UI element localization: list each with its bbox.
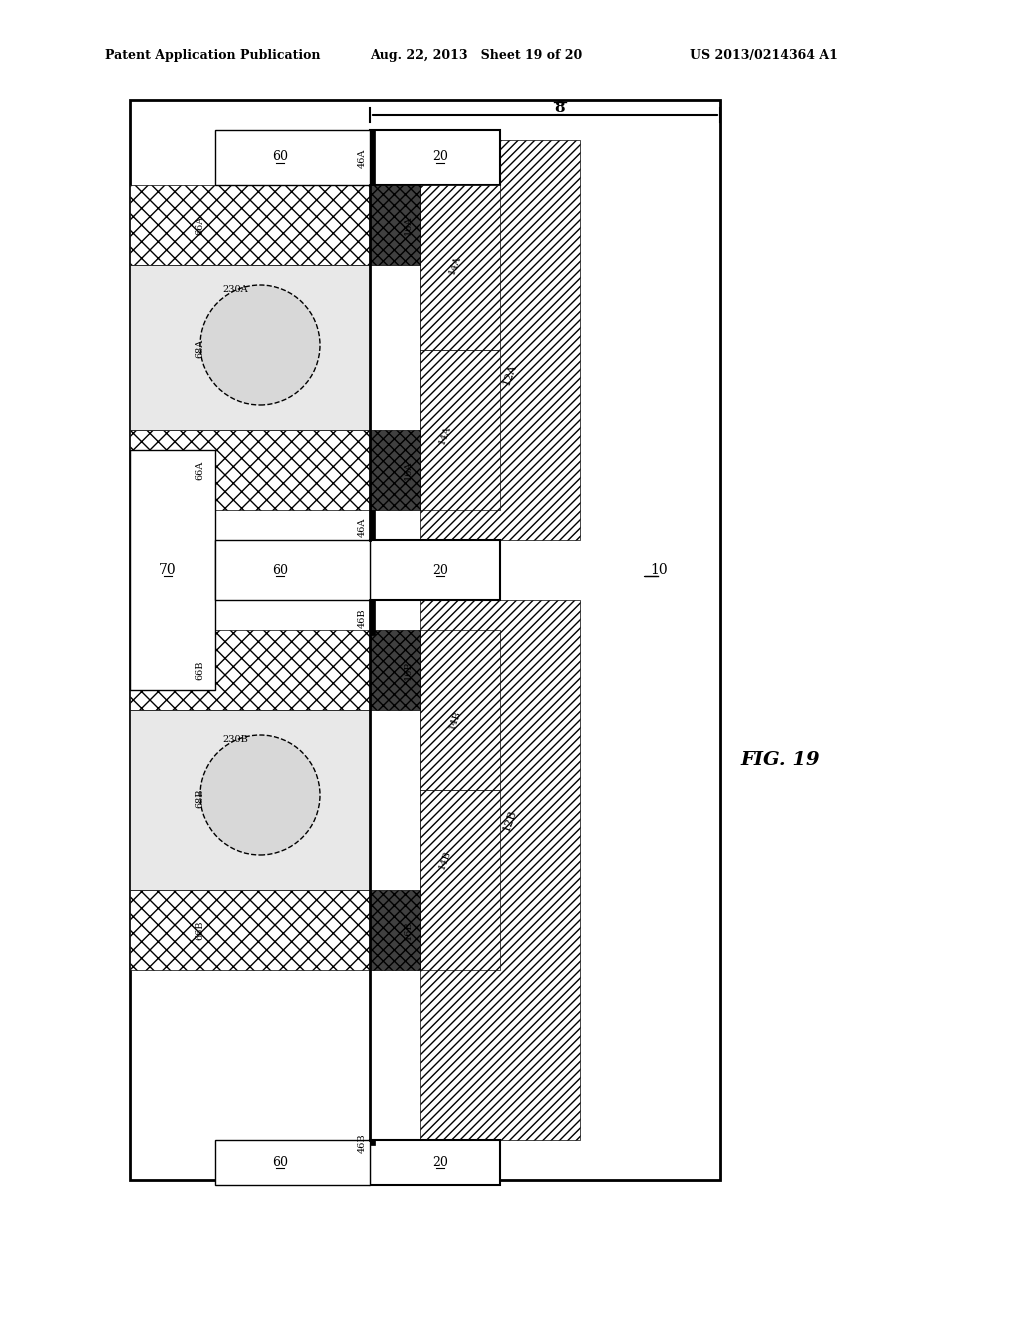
Text: 66A: 66A [196, 461, 205, 479]
Text: 16A: 16A [403, 461, 413, 479]
Bar [130, 265, 370, 430]
Text: Patent Application Publication: Patent Application Publication [105, 49, 321, 62]
Bar [580, 100, 720, 1180]
Text: 60: 60 [272, 564, 288, 577]
Bar [370, 430, 420, 510]
Text: 14B: 14B [447, 709, 463, 731]
Text: 14B: 14B [437, 849, 453, 871]
Text: 68A: 68A [196, 338, 205, 358]
Text: 16A: 16A [403, 215, 413, 235]
Bar [370, 1140, 500, 1185]
Bar [370, 129, 500, 185]
Bar [130, 100, 720, 1180]
Bar [370, 890, 420, 970]
Text: 20: 20 [432, 1155, 447, 1168]
Text: FIG. 19: FIG. 19 [740, 751, 820, 770]
Bar [215, 129, 370, 185]
Bar [370, 185, 420, 265]
Bar [420, 789, 500, 970]
Bar [420, 630, 500, 789]
Bar [130, 890, 370, 970]
Bar [130, 710, 370, 890]
Text: 8: 8 [555, 102, 565, 115]
Bar [370, 1140, 375, 1144]
Text: 66B: 66B [196, 920, 205, 940]
Text: 14A: 14A [437, 424, 453, 446]
Text: 12A: 12A [502, 363, 518, 387]
Text: 66A: 66A [196, 215, 205, 235]
Text: 46A: 46A [357, 148, 367, 168]
Bar [370, 510, 375, 540]
Bar [130, 185, 370, 265]
Text: 46B: 46B [357, 1133, 367, 1152]
Text: 10: 10 [650, 564, 668, 577]
Bar [370, 540, 500, 601]
Text: 230A: 230A [222, 285, 248, 294]
Text: 20: 20 [432, 150, 447, 164]
Text: 16B: 16B [403, 660, 413, 680]
Bar [420, 601, 580, 1140]
Text: 230B: 230B [222, 735, 248, 744]
Ellipse shape [200, 735, 319, 855]
Bar [130, 630, 370, 710]
Text: 12B: 12B [502, 808, 518, 832]
Bar [130, 450, 215, 690]
Bar [420, 185, 500, 350]
Text: 68B: 68B [196, 788, 205, 808]
Text: 60: 60 [272, 150, 288, 164]
Bar [370, 601, 375, 635]
Text: Aug. 22, 2013   Sheet 19 of 20: Aug. 22, 2013 Sheet 19 of 20 [370, 49, 583, 62]
Text: 70: 70 [159, 564, 177, 577]
Bar [215, 1140, 370, 1185]
Text: 20: 20 [432, 564, 447, 577]
Bar [215, 540, 370, 601]
Text: 46A: 46A [357, 517, 367, 537]
Bar [370, 129, 375, 185]
Text: 60: 60 [272, 1155, 288, 1168]
Text: 16B: 16B [403, 920, 413, 940]
Bar [420, 140, 580, 540]
Text: 46B: 46B [357, 609, 367, 628]
Text: 66B: 66B [196, 660, 205, 680]
Text: US 2013/0214364 A1: US 2013/0214364 A1 [690, 49, 838, 62]
Ellipse shape [200, 285, 319, 405]
Bar [130, 430, 370, 510]
Text: 14A: 14A [447, 255, 463, 276]
Bar [420, 350, 500, 510]
Bar [370, 630, 420, 710]
